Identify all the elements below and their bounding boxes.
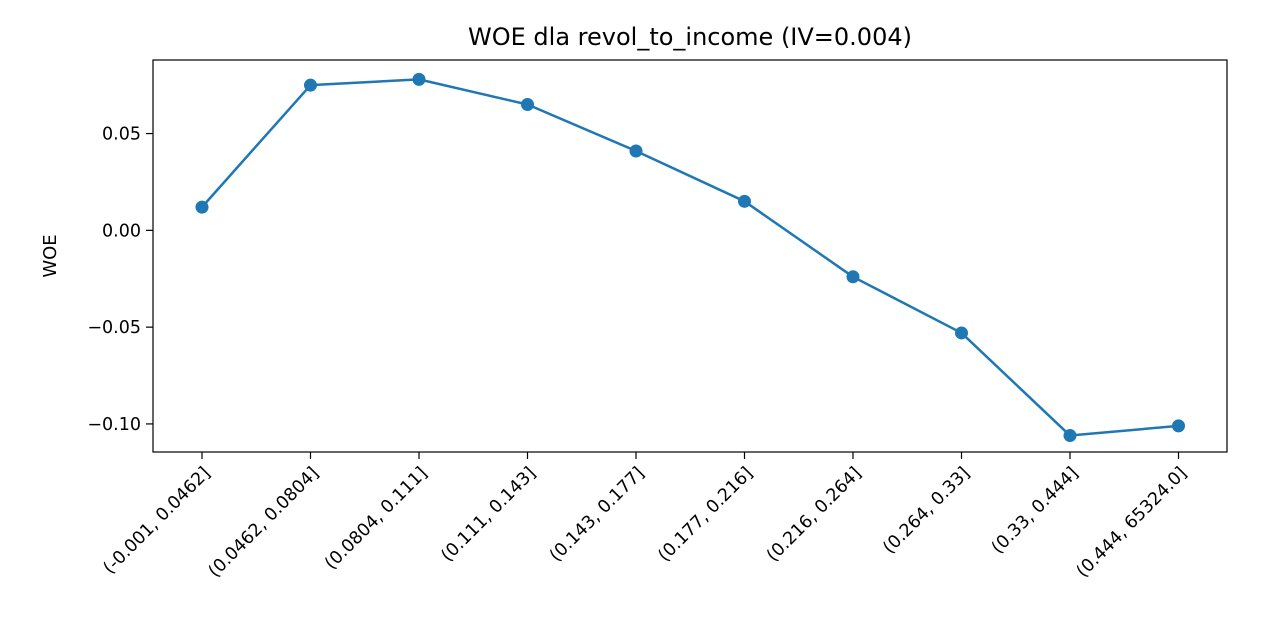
data-point [1063, 429, 1077, 443]
data-point [521, 98, 534, 112]
y-tick-label: 0.00 [102, 221, 141, 241]
plot-area: 0.05 0.00 −0.05 −0.10 (-0.001, 0.0462](0.046… [87, 59, 1228, 582]
x-tick-label: (0.143, 0.177] [546, 463, 649, 566]
x-tick-label: (-0.001, 0.0462] [100, 463, 215, 578]
data-point [1172, 419, 1185, 433]
y-tick-label: −0.05 [87, 318, 141, 338]
series-line [200, 78, 1180, 437]
data-point [412, 72, 426, 86]
x-tick-label: (0.216, 0.264] [763, 463, 866, 566]
x-tick-label: (0.264, 0.33] [879, 463, 974, 558]
x-tick-label: (0.177, 0.216] [655, 463, 758, 566]
data-point [629, 144, 643, 158]
data-point [195, 200, 209, 214]
chart-title: WOE dla revol_to_income (IV=0.004) [468, 23, 912, 51]
x-tick-label: (0.0804, 0.111] [321, 463, 431, 573]
x-tick-label: (0.0462, 0.0804] [205, 463, 323, 581]
y-axis-label: WOE [40, 234, 61, 277]
data-point [955, 326, 968, 340]
x-tick-label: (0.444, 65324.0] [1073, 463, 1191, 581]
data-point [304, 78, 317, 92]
data-point [846, 270, 860, 284]
data-point [738, 194, 751, 208]
y-tick-label: 0.05 [102, 125, 141, 145]
x-tick-label: (0.111, 0.143] [438, 463, 541, 566]
plot-frame [152, 59, 1228, 453]
x-tick-label: (0.33, 0.444] [988, 463, 1083, 558]
y-tick-label: −0.10 [87, 415, 141, 435]
